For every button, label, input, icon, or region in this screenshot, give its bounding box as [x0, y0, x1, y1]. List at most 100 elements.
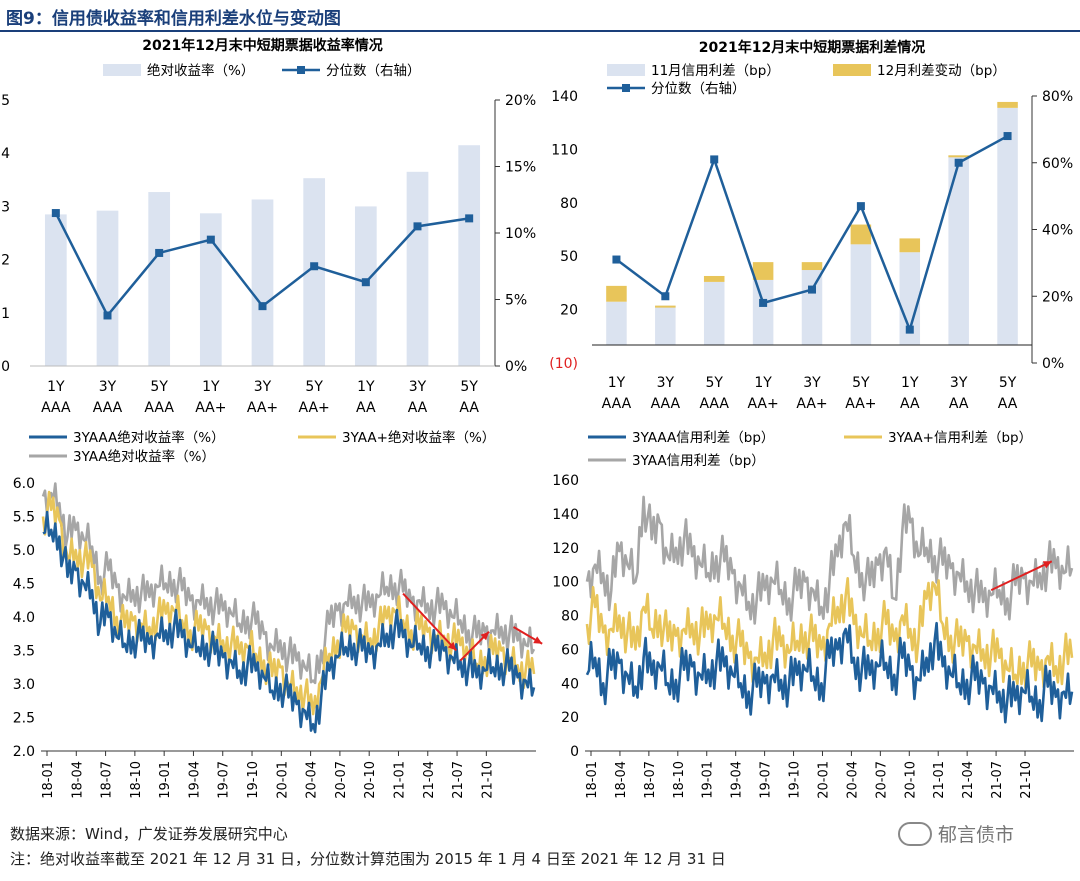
percentile-point: [856, 202, 865, 211]
y2-tick-label: 20%: [1042, 289, 1073, 305]
x-tick-label: AA+: [299, 400, 330, 416]
x-tick-label: AA+: [247, 400, 278, 416]
y-tick-label: 3: [1, 199, 10, 215]
percentile-point: [905, 325, 914, 334]
y-tick-label: 140: [551, 89, 578, 105]
x-tick-label: 5Y: [305, 379, 323, 395]
x-tick-label: 18-04: [70, 761, 85, 799]
x-tick-label: AA+: [845, 396, 876, 412]
x-tick-label: 5Y: [999, 375, 1017, 391]
y-tick-label: 6.0: [13, 476, 35, 492]
y2-tick-label: 15%: [505, 160, 536, 176]
bar: [703, 281, 725, 345]
bar: [606, 301, 627, 345]
x-tick-label: 3Y: [950, 375, 968, 391]
y2-tick-label: 80%: [1042, 89, 1073, 105]
x-tick-label: 18-10: [672, 761, 687, 799]
bar: [752, 279, 774, 345]
legend-label: 3YAA+信用利差（bp）: [888, 430, 1032, 446]
x-tick-label: AAA: [699, 396, 729, 412]
legend-label: 3YAAA绝对收益率（%）: [73, 429, 225, 446]
y2-tick-label: 20%: [505, 93, 536, 109]
yield-line-chart: 3YAAA绝对收益率（%） 3YAA+绝对收益率（%） 3YAA绝对收益率（%） 2.…: [13, 429, 543, 799]
legend-label: 分位数（右轴）: [651, 81, 746, 97]
bar: [948, 155, 969, 345]
bar: [96, 210, 119, 366]
y-tick-label: 5.0: [13, 543, 35, 559]
y-tick-label: 0: [1, 359, 10, 375]
x-tick-label: 1Y: [754, 375, 772, 391]
x-tick-label: 19-07: [217, 761, 232, 799]
series-line: [585, 576, 1074, 690]
x-tick-label: 3Y: [409, 379, 427, 395]
x-tick-label: 19-01: [701, 761, 716, 799]
x-tick-label: 19-04: [187, 761, 202, 799]
legend-label: 分位数（右轴）: [326, 63, 421, 79]
x-tick-label: 19-01: [158, 761, 173, 799]
bar: [44, 214, 67, 366]
y-tick-label: 4: [1, 146, 10, 162]
chart-title: 2021年12月末中短期票据收益率情况: [142, 37, 382, 54]
x-tick-label: 1Y: [357, 379, 375, 395]
y-tick-label: 80: [560, 196, 578, 212]
legend-marker: [297, 66, 305, 74]
percentile-point: [661, 292, 670, 301]
bar: [899, 252, 921, 345]
percentile-point: [51, 209, 60, 218]
trend-arrowhead: [447, 641, 457, 651]
legend-label: 3YAA+绝对收益率（%）: [342, 429, 495, 446]
y-tick-label: 160: [552, 473, 579, 489]
y-tick-label: 3.0: [13, 677, 35, 693]
y-tick-label: 2: [1, 253, 10, 269]
x-tick-label: 1Y: [608, 375, 626, 391]
percentile-point: [759, 298, 768, 307]
bar: [458, 145, 481, 366]
figure-title: 图9：信用债收益率和信用利差水位与变动图: [6, 9, 341, 29]
series-line: [585, 495, 1074, 625]
series-line: [41, 482, 536, 685]
x-tick-label: 20-01: [816, 761, 831, 799]
x-tick-label: AAA: [93, 400, 123, 416]
x-tick-label: 18-01: [41, 761, 56, 799]
x-tick-label: 21-04: [422, 761, 437, 799]
wechat-icon: [898, 821, 932, 846]
x-tick-label: 5Y: [705, 375, 723, 391]
y-tick-label: 100: [552, 575, 579, 591]
bar-change: [655, 305, 676, 308]
y-tick-label: 5: [1, 93, 10, 109]
x-tick-label: 21-01: [932, 761, 947, 799]
x-tick-label: 1Y: [202, 379, 220, 395]
percentile-point: [710, 155, 719, 164]
x-tick-label: 18-10: [129, 761, 144, 799]
x-tick-label: 20-04: [305, 761, 320, 799]
x-tick-label: AAA: [602, 396, 632, 412]
x-tick-label: 5Y: [852, 375, 870, 391]
y2-tick-label: 40%: [1042, 223, 1073, 239]
spread-bar-chart: 2021年12月末中短期票据利差情况 11月信用利差（bp） 12月利差变动（bp）…: [549, 39, 1073, 412]
bar: [406, 171, 429, 366]
bar: [148, 192, 171, 366]
x-tick-label: 21-01: [392, 761, 407, 799]
trend-arrow: [990, 560, 1053, 591]
bar-change: [850, 224, 872, 245]
x-tick-label: 21-10: [480, 761, 495, 799]
y2-tick-label: 60%: [1042, 156, 1073, 172]
x-tick-label: AA: [408, 400, 428, 416]
spread-line-chart: 3YAAA信用利差（bp） 3YAA+信用利差（bp） 3YAA信用利差（bp） 0 2…: [552, 430, 1074, 799]
legend-swatch: [103, 64, 141, 76]
x-tick-label: AAA: [144, 400, 174, 416]
x-tick-label: 1Y: [47, 379, 65, 395]
x-tick-label: 18-07: [643, 761, 658, 799]
x-tick-label: 3Y: [803, 375, 821, 391]
legend-label: 3YAA信用利差（bp）: [632, 453, 765, 469]
percentile-point: [103, 311, 112, 320]
watermark: 郁言债市: [898, 820, 1014, 847]
legend-label: 11月信用利差（bp）: [651, 63, 780, 79]
percentile-point: [413, 222, 422, 231]
legend-swatch: [607, 64, 645, 76]
legend-label: 3YAA绝对收益率（%）: [73, 448, 215, 465]
bar: [655, 305, 676, 345]
watermark-text: 郁言债市: [938, 824, 1015, 846]
bar: [303, 178, 326, 366]
